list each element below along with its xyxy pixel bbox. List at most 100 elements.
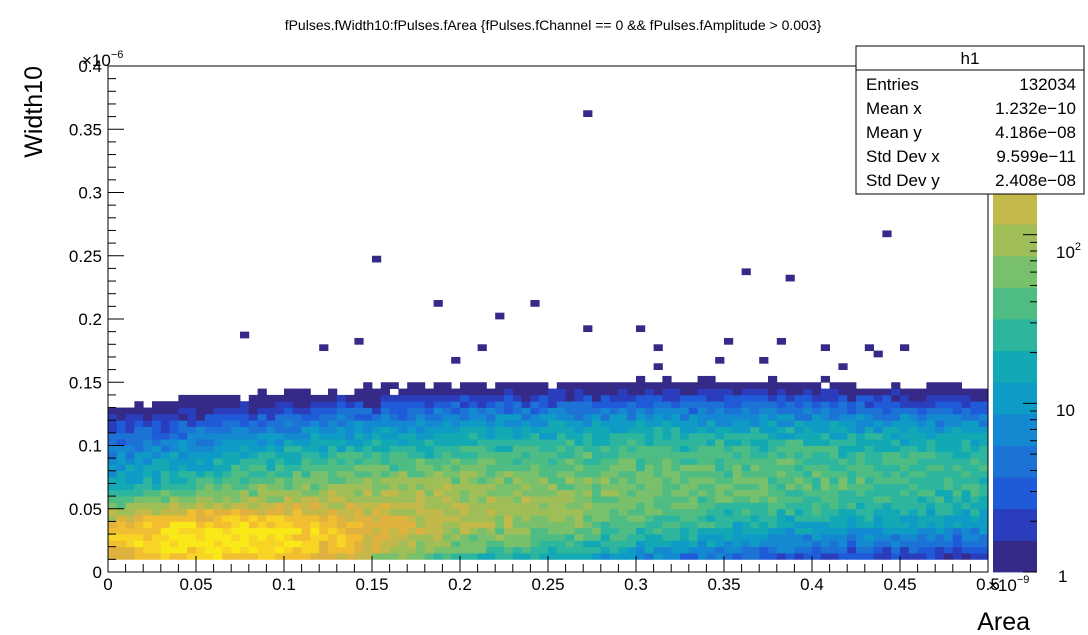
heatmap-cell — [732, 527, 742, 535]
heatmap-cell — [108, 451, 118, 459]
heatmap-cell — [433, 496, 443, 503]
heatmap-cell — [583, 508, 593, 516]
heatmap-cell — [196, 451, 206, 459]
heatmap-cell — [442, 470, 452, 478]
stats-box-frame — [855, 45, 1085, 195]
heatmap-cell — [460, 407, 470, 415]
heatmap-cell — [908, 426, 918, 434]
heatmap-cell — [134, 489, 144, 497]
heatmap-cell — [636, 521, 646, 529]
heatmap-cell — [178, 521, 188, 529]
heatmap-cell — [345, 470, 355, 478]
heatmap-cell — [345, 394, 355, 402]
heatmap-cell — [574, 451, 584, 459]
heatmap-cell — [275, 553, 285, 560]
heatmap-cell — [292, 546, 302, 554]
heatmap-cell — [301, 534, 311, 541]
heatmap-cell — [442, 540, 452, 548]
heatmap-cell — [125, 451, 135, 459]
heatmap-cell — [794, 439, 804, 446]
heatmap-cell — [583, 489, 593, 497]
heatmap-cell — [662, 426, 672, 434]
heatmap-cell — [812, 407, 822, 415]
heatmap-cell — [759, 477, 769, 484]
heatmap-cell — [961, 413, 971, 421]
heatmap-cell — [204, 489, 214, 497]
heatmap-cell — [152, 546, 162, 554]
heatmap-cell — [732, 470, 742, 478]
heatmap-cell — [600, 401, 610, 408]
heatmap-cell — [504, 470, 514, 478]
heatmap-cell — [556, 439, 566, 446]
heatmap-cell — [125, 534, 135, 541]
x-tick-label: 0.05 — [179, 575, 212, 594]
heatmap-cell — [618, 502, 628, 510]
heatmap-cell — [776, 508, 786, 516]
heatmap-cell — [213, 401, 223, 408]
heatmap-cell — [116, 489, 126, 497]
heatmap-cell — [556, 496, 566, 503]
heatmap-cell — [240, 451, 250, 459]
heatmap-cell — [636, 546, 646, 554]
heatmap-cell — [213, 527, 223, 535]
heatmap-cell — [715, 388, 725, 396]
heatmap-cell — [979, 521, 989, 529]
heatmap-cell — [856, 439, 866, 446]
heatmap-cell — [900, 483, 910, 491]
heatmap-cell — [266, 534, 276, 541]
heatmap-cell — [301, 439, 311, 446]
heatmap-cell — [768, 401, 778, 408]
heatmap-cell — [644, 502, 654, 510]
heatmap-cell — [257, 489, 267, 497]
heatmap-cell — [583, 388, 593, 396]
heatmap-cell — [856, 470, 866, 478]
heatmap-cell — [477, 515, 487, 522]
heatmap-cell — [759, 521, 769, 529]
heatmap-cell — [706, 394, 716, 402]
heatmap-outlier-cell — [882, 230, 892, 238]
heatmap-cell — [961, 483, 971, 491]
heatmap-cell — [952, 483, 962, 491]
heatmap-cell — [812, 464, 822, 472]
heatmap-cell — [204, 502, 214, 510]
heatmap-cell — [864, 470, 874, 478]
heatmap-cell — [116, 407, 126, 415]
heatmap-cell — [688, 439, 698, 446]
heatmap-cell — [856, 426, 866, 434]
heatmap-cell — [336, 413, 346, 421]
heatmap-cell — [169, 553, 179, 560]
heatmap-cell — [345, 483, 355, 491]
heatmap-cell — [477, 407, 487, 415]
heatmap-cell — [231, 502, 241, 510]
heatmap-cell — [468, 483, 478, 491]
heatmap-cell — [108, 527, 118, 535]
heatmap-cell — [935, 553, 945, 560]
heatmap-cell — [671, 496, 681, 503]
heatmap-cell — [222, 394, 232, 402]
heatmap-cell — [345, 420, 355, 427]
heatmap-cell — [891, 496, 901, 503]
heatmap-cell — [372, 470, 382, 478]
heatmap-outlier-cell — [354, 337, 364, 345]
heatmap-cell — [460, 439, 470, 446]
heatmap-cell — [504, 458, 514, 465]
heatmap-cell — [380, 489, 390, 497]
heatmap-cell — [477, 546, 487, 554]
heatmap-cell — [416, 439, 426, 446]
heatmap-cell — [530, 553, 540, 560]
heatmap-cell — [398, 401, 408, 408]
heatmap-cell — [248, 515, 258, 522]
heatmap-cell — [961, 470, 971, 478]
heatmap-cell — [961, 394, 971, 402]
heatmap-cell — [592, 464, 602, 472]
heatmap-cell — [231, 553, 241, 560]
heatmap-cell — [512, 401, 522, 408]
heatmap-cell — [152, 470, 162, 478]
heatmap-cell — [609, 401, 619, 408]
heatmap-cell — [328, 451, 338, 459]
heatmap-cell — [917, 502, 927, 510]
heatmap-cell — [486, 515, 496, 522]
heatmap-cell — [266, 515, 276, 522]
heatmap-cell — [583, 502, 593, 510]
heatmap-cell — [706, 439, 716, 446]
